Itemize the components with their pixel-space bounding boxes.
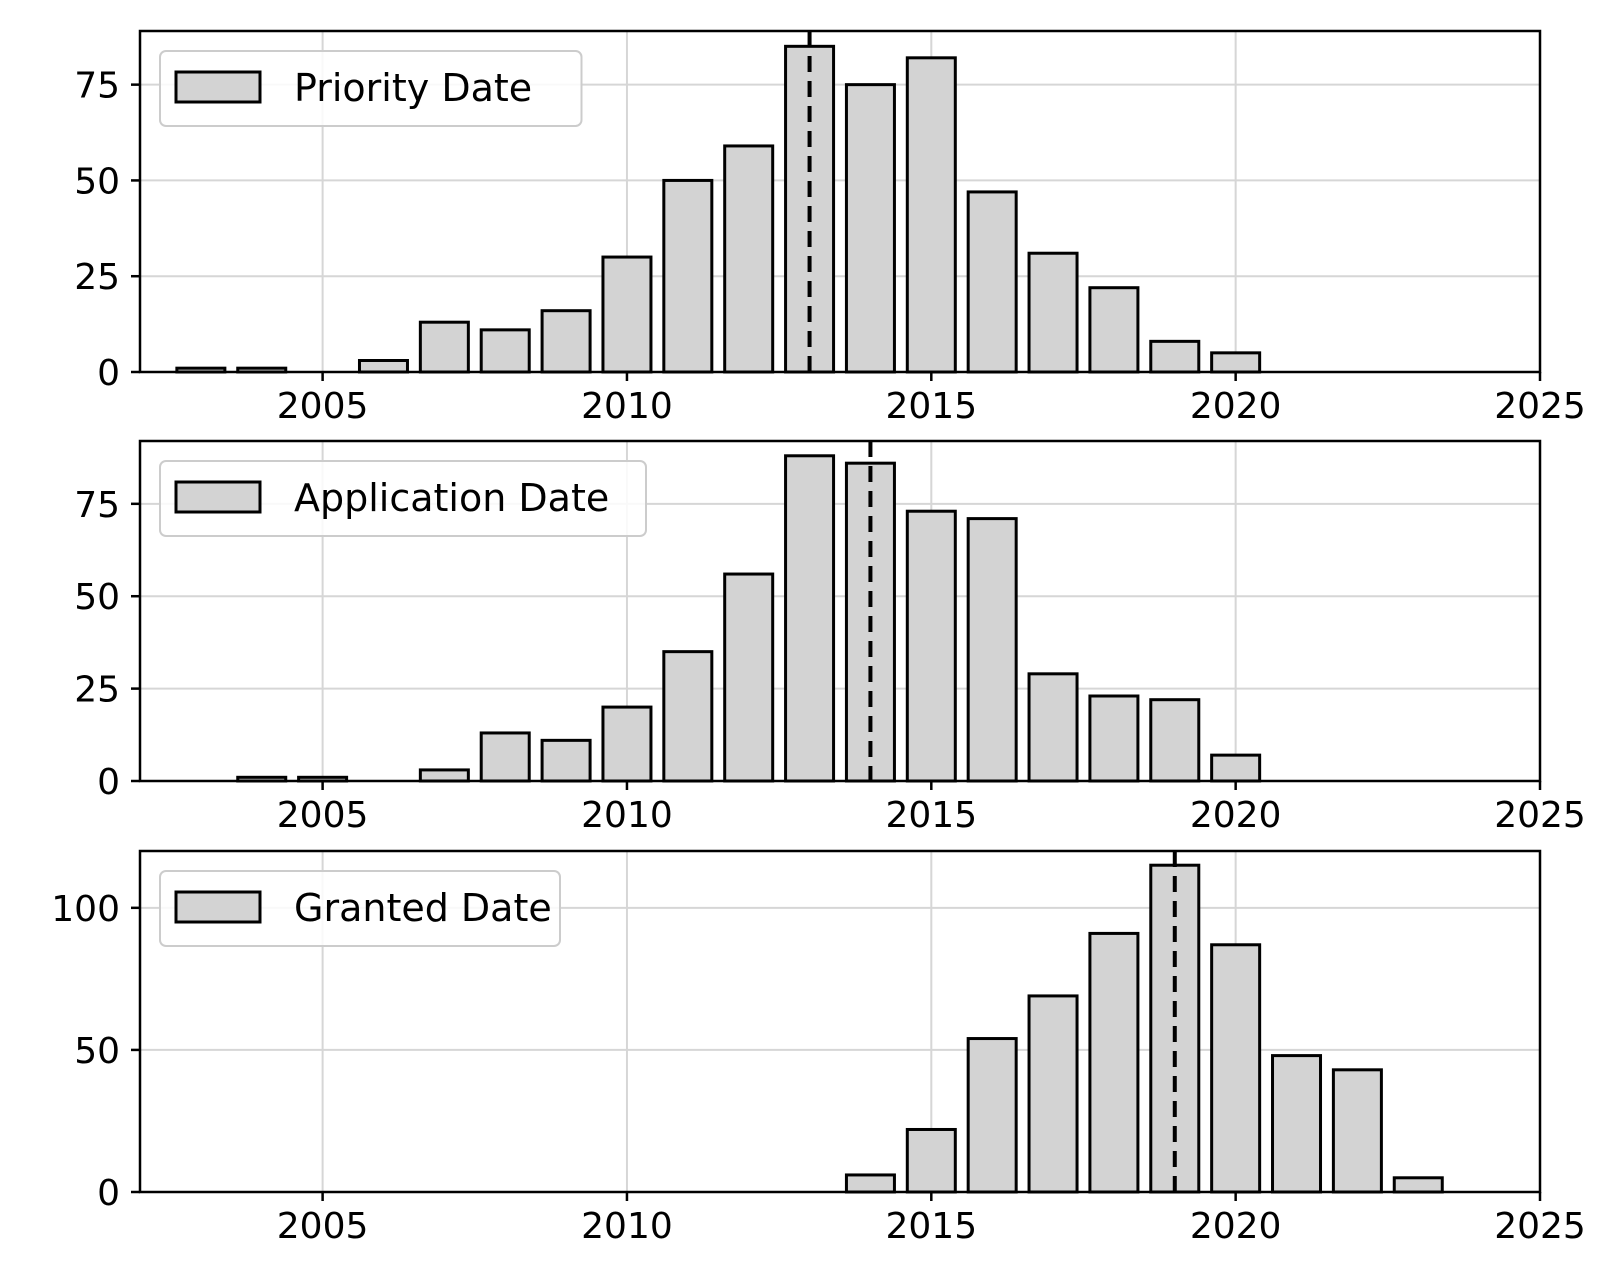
bar bbox=[725, 574, 773, 781]
subplot-1: 2005 2010 2015 2020 2025 0 25 50 75 Priority Date bbox=[74, 31, 1586, 427]
y-tick-label: 50 bbox=[74, 1031, 120, 1072]
bar bbox=[420, 322, 468, 372]
bar bbox=[1090, 933, 1138, 1192]
y-tick-label: 25 bbox=[74, 670, 120, 711]
x-tick-label: 2010 bbox=[581, 1206, 673, 1247]
bar bbox=[725, 146, 773, 372]
bar bbox=[1212, 755, 1260, 781]
bar bbox=[846, 85, 894, 372]
bar bbox=[1212, 945, 1260, 1192]
bar bbox=[968, 519, 1016, 781]
x-tick-label: 2005 bbox=[277, 795, 369, 836]
bar bbox=[1090, 696, 1138, 781]
legend-swatch bbox=[176, 892, 260, 922]
bar bbox=[1212, 353, 1260, 372]
bar bbox=[603, 707, 651, 781]
legend: Application Date bbox=[160, 461, 646, 536]
y-tick-label: 100 bbox=[51, 889, 120, 930]
x-tick-label: 2025 bbox=[1494, 386, 1586, 427]
y-tick-label: 25 bbox=[74, 257, 120, 298]
legend-label: Priority Date bbox=[294, 66, 532, 110]
bar bbox=[1151, 700, 1199, 781]
y-tick-label: 0 bbox=[97, 762, 120, 803]
legend-swatch bbox=[176, 482, 260, 512]
bar bbox=[968, 1039, 1016, 1192]
x-tick-label: 2025 bbox=[1494, 1206, 1586, 1247]
legend-label: Granted Date bbox=[294, 886, 552, 930]
bar bbox=[1029, 674, 1077, 781]
x-tick-label: 2020 bbox=[1190, 1206, 1282, 1247]
bar bbox=[1333, 1070, 1381, 1192]
y-tick-label: 50 bbox=[74, 161, 120, 202]
legend: Granted Date bbox=[160, 871, 560, 946]
legend: Priority Date bbox=[160, 51, 582, 126]
bar bbox=[907, 511, 955, 781]
bar bbox=[1029, 996, 1077, 1192]
x-tick-label: 2010 bbox=[581, 795, 673, 836]
y-tick-label: 75 bbox=[74, 485, 120, 526]
bar bbox=[1029, 253, 1077, 372]
y-tick-label: 75 bbox=[74, 66, 120, 107]
x-tick-label: 2015 bbox=[885, 795, 977, 836]
legend-label: Application Date bbox=[294, 476, 609, 520]
legend-swatch bbox=[176, 72, 260, 102]
x-tick-label: 2015 bbox=[885, 386, 977, 427]
bar bbox=[481, 733, 529, 781]
x-tick-label: 2015 bbox=[885, 1206, 977, 1247]
bar bbox=[1090, 288, 1138, 372]
bar bbox=[542, 311, 590, 372]
x-tick-label: 2005 bbox=[277, 386, 369, 427]
x-tick-label: 2020 bbox=[1190, 386, 1282, 427]
bar bbox=[420, 770, 468, 781]
bar bbox=[664, 652, 712, 781]
bar bbox=[786, 456, 834, 781]
bar bbox=[968, 192, 1016, 372]
bar bbox=[359, 361, 407, 372]
bar bbox=[603, 257, 651, 372]
y-tick-label: 0 bbox=[97, 353, 120, 394]
bar bbox=[1273, 1056, 1321, 1192]
x-tick-label: 2020 bbox=[1190, 795, 1282, 836]
bar bbox=[846, 1175, 894, 1192]
x-tick-label: 2025 bbox=[1494, 795, 1586, 836]
x-tick-label: 2010 bbox=[581, 386, 673, 427]
bar bbox=[907, 1129, 955, 1192]
subplot-3: 2005 2010 2015 2020 2025 0 50 100 Granted Date bbox=[51, 851, 1586, 1247]
bar bbox=[1151, 341, 1199, 372]
bar bbox=[907, 58, 955, 372]
bar bbox=[1394, 1178, 1442, 1192]
y-tick-label: 0 bbox=[97, 1173, 120, 1214]
bar bbox=[664, 180, 712, 372]
x-tick-label: 2005 bbox=[277, 1206, 369, 1247]
subplot-2: 2005 2010 2015 2020 2025 0 25 50 75 Application D… bbox=[74, 441, 1586, 836]
bar bbox=[481, 330, 529, 372]
y-tick-label: 50 bbox=[74, 577, 120, 618]
bar bbox=[542, 740, 590, 781]
